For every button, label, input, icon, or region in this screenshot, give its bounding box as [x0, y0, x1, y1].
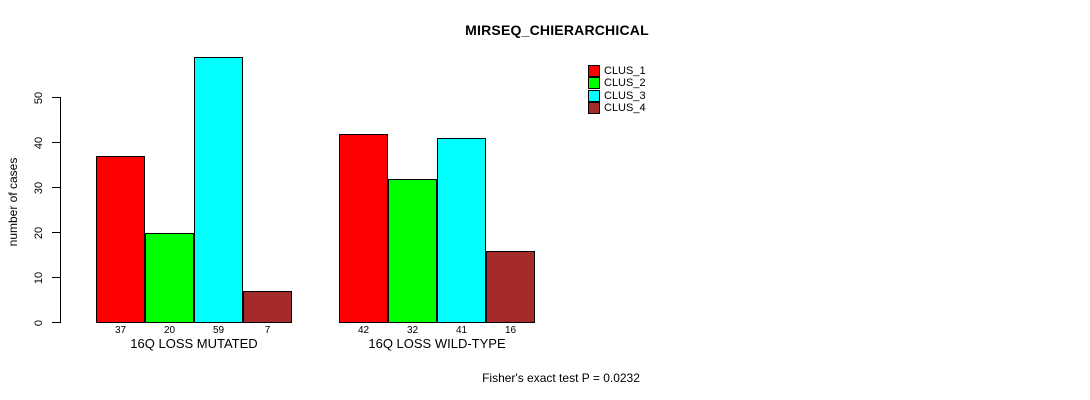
- legend-item-clus_2: CLUS_2: [588, 77, 646, 90]
- y-tick-label: 10: [33, 271, 45, 284]
- bar-value-label: 42: [357, 325, 370, 336]
- y-axis-line: [60, 97, 61, 323]
- y-tick-label: 40: [33, 136, 45, 149]
- bar-value-label: 20: [163, 325, 176, 336]
- legend-swatch-clus_4: [588, 102, 600, 115]
- legend-label: CLUS_1: [604, 64, 646, 77]
- bar-value-label: 32: [406, 325, 419, 336]
- bar-clus_1-group1: [96, 156, 145, 323]
- y-tick: [52, 232, 60, 233]
- bar-clus_4-group1: [243, 291, 292, 323]
- y-tick-label: 30: [33, 181, 45, 194]
- chart-title: MIRSEQ_CHIERARCHICAL: [465, 22, 649, 38]
- legend-item-clus_3: CLUS_3: [588, 89, 646, 102]
- bar-value-label: 59: [212, 325, 225, 336]
- annotation-text: Fisher's exact test P = 0.0232: [482, 371, 640, 385]
- y-tick: [52, 142, 60, 143]
- y-axis-label: number of cases: [6, 157, 20, 247]
- bar-value-label: 16: [504, 325, 517, 336]
- y-tick-label: 0: [33, 319, 45, 326]
- y-tick: [52, 322, 60, 323]
- bar-clus_1-group2: [339, 134, 388, 323]
- bar-value-label: 41: [455, 325, 468, 336]
- bar-value-label: 37: [114, 325, 127, 336]
- legend-label: CLUS_3: [604, 89, 646, 102]
- legend-swatch-clus_1: [588, 64, 600, 77]
- group-label: 16Q LOSS WILD-TYPE: [368, 336, 506, 351]
- bar-clus_2-group2: [388, 179, 437, 323]
- y-tick: [52, 277, 60, 278]
- legend-label: CLUS_4: [604, 102, 646, 115]
- legend-label: CLUS_2: [604, 77, 646, 90]
- bar-clus_4-group2: [486, 251, 535, 323]
- y-tick: [52, 187, 60, 188]
- y-tick-label: 50: [33, 91, 45, 104]
- bar-value-label: 7: [264, 325, 271, 336]
- group-label: 16Q LOSS MUTATED: [130, 336, 258, 351]
- bar-clus_2-group1: [145, 233, 194, 323]
- y-tick-label: 20: [33, 226, 45, 239]
- legend-item-clus_1: CLUS_1: [588, 64, 646, 77]
- legend-swatch-clus_2: [588, 77, 600, 90]
- bar-clus_3-group2: [437, 138, 486, 323]
- y-tick: [52, 97, 60, 98]
- bar-clus_3-group1: [194, 57, 243, 323]
- legend-item-clus_4: CLUS_4: [588, 102, 646, 115]
- legend-swatch-clus_3: [588, 89, 600, 102]
